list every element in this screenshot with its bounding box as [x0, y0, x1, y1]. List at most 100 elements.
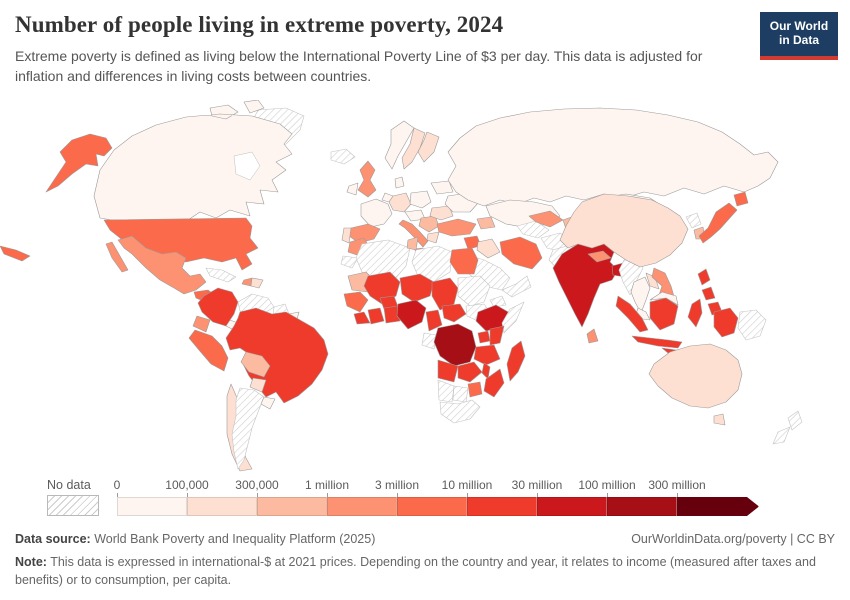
country-iceland[interactable] — [330, 148, 356, 165]
country-botswana[interactable] — [452, 385, 469, 403]
country-mexico[interactable] — [105, 235, 207, 295]
country-central-african-republic[interactable] — [441, 303, 467, 323]
country-canada[interactable] — [93, 99, 293, 221]
data-source-line: Data source: World Bank Poverty and Ineq… — [15, 532, 375, 546]
country-drc[interactable] — [433, 323, 477, 367]
country-turkmenistan[interactable] — [516, 220, 550, 239]
country-united-kingdom[interactable] — [357, 160, 377, 198]
legend-bin-6[interactable] — [537, 497, 607, 516]
legend-bin-1[interactable] — [187, 497, 257, 516]
legend-bin-2[interactable] — [257, 497, 327, 516]
country-zimbabwe[interactable] — [467, 381, 483, 398]
country-indonesia[interactable] — [615, 295, 739, 358]
country-western-sahara[interactable] — [340, 255, 359, 269]
country-portugal[interactable] — [341, 227, 352, 244]
country-romania[interactable] — [429, 205, 454, 221]
legend-bin-5[interactable] — [467, 497, 537, 516]
hudson-bay — [233, 151, 261, 181]
country-madagascar[interactable] — [506, 340, 526, 382]
country-peru[interactable] — [188, 329, 229, 372]
country-iran[interactable] — [499, 236, 543, 270]
country-norway[interactable] — [384, 120, 415, 170]
country-namibia[interactable] — [437, 379, 455, 403]
country-turkey[interactable] — [436, 218, 477, 237]
country-zambia[interactable] — [457, 361, 483, 383]
country-sudan[interactable] — [457, 275, 491, 307]
country-brazil[interactable] — [225, 307, 329, 404]
legend-bin-7[interactable] — [607, 497, 677, 516]
country-france[interactable] — [360, 198, 393, 228]
country-chad[interactable] — [431, 277, 459, 311]
legend-tick-mark — [327, 493, 328, 497]
country-bolivia[interactable] — [240, 351, 271, 378]
country-kenya[interactable] — [489, 325, 505, 346]
country-libya[interactable] — [411, 245, 453, 283]
country-south-africa[interactable] — [439, 399, 481, 424]
data-source-label: Data source: — [15, 532, 91, 546]
country-cameroon[interactable] — [425, 309, 443, 332]
country-gabon-congo[interactable] — [421, 332, 437, 350]
country-cuba[interactable] — [205, 267, 237, 283]
legend-bin-8[interactable] — [677, 497, 759, 516]
country-venezuela[interactable] — [237, 293, 275, 315]
country-sweden[interactable] — [401, 127, 426, 170]
legend-bin-4[interactable] — [397, 497, 467, 516]
country-sri-lanka[interactable] — [586, 328, 599, 344]
country-uganda[interactable] — [477, 330, 491, 344]
legend-tick-label: 300,000 — [235, 478, 279, 492]
country-ghana-togo-benin[interactable] — [383, 305, 401, 324]
country-iraq[interactable] — [476, 238, 501, 259]
country-australia[interactable] — [648, 343, 743, 426]
page-title: Number of people living in extreme pover… — [15, 12, 504, 37]
owid-credit-link[interactable]: OurWorldinData.org/poverty | CC BY — [631, 532, 835, 546]
country-benelux[interactable] — [381, 192, 394, 203]
header: Number of people living in extreme pover… — [15, 12, 838, 87]
country-niger[interactable] — [399, 273, 435, 303]
country-sierra-leone-liberia[interactable] — [353, 311, 371, 325]
country-senegal-guinea[interactable] — [343, 291, 369, 313]
country-tunisia[interactable] — [406, 236, 419, 251]
chart-subtitle: Extreme poverty is defined as living bel… — [15, 48, 703, 85]
country-ecuador[interactable] — [192, 315, 211, 333]
country-somalia[interactable] — [501, 301, 525, 334]
legend-tick-label: 0 — [113, 478, 121, 492]
country-angola[interactable] — [437, 359, 459, 383]
country-poland[interactable] — [409, 190, 432, 209]
country-egypt[interactable] — [449, 247, 479, 275]
country-north-korea[interactable] — [685, 212, 702, 229]
country-uzbekistan[interactable] — [528, 210, 564, 228]
country-nepal[interactable] — [587, 250, 612, 263]
legend-bin-3[interactable] — [327, 497, 397, 516]
country-colombia[interactable] — [197, 287, 239, 327]
country-haiti[interactable] — [241, 277, 253, 287]
country-denmark[interactable] — [394, 176, 405, 189]
country-japan[interactable] — [698, 191, 749, 244]
note-text: This data is expressed in international-… — [15, 555, 816, 588]
country-uruguay[interactable] — [260, 396, 276, 410]
country-nigeria[interactable] — [396, 299, 427, 330]
country-russia[interactable] — [447, 107, 779, 207]
country-finland[interactable] — [417, 131, 440, 163]
country-cote-divoire[interactable] — [367, 307, 385, 325]
country-caucasus[interactable] — [476, 216, 496, 230]
country-papua-new-guinea[interactable] — [737, 309, 767, 341]
country-eritrea-djibouti[interactable] — [489, 295, 507, 308]
legend-no-data-swatch[interactable] — [47, 495, 99, 516]
country-dominican-republic[interactable] — [250, 277, 264, 289]
country-mozambique[interactable] — [483, 368, 505, 398]
country-greece[interactable] — [426, 231, 440, 244]
owid-logo[interactable]: Our World in Data — [760, 12, 838, 60]
country-belarus-baltics[interactable] — [430, 180, 454, 195]
country-china[interactable] — [559, 193, 689, 268]
country-paraguay[interactable] — [249, 377, 267, 393]
country-new-zealand[interactable] — [772, 410, 803, 445]
country-tanzania[interactable] — [473, 344, 501, 366]
country-philippines[interactable] — [697, 268, 723, 316]
country-malawi[interactable] — [481, 362, 491, 380]
legend-bar — [117, 497, 759, 516]
legend-bin-0[interactable] — [117, 497, 187, 516]
country-ireland[interactable] — [346, 182, 359, 196]
country-yemen-oman[interactable] — [501, 275, 532, 298]
country-argentina[interactable] — [231, 387, 265, 470]
country-thailand[interactable] — [630, 276, 651, 314]
